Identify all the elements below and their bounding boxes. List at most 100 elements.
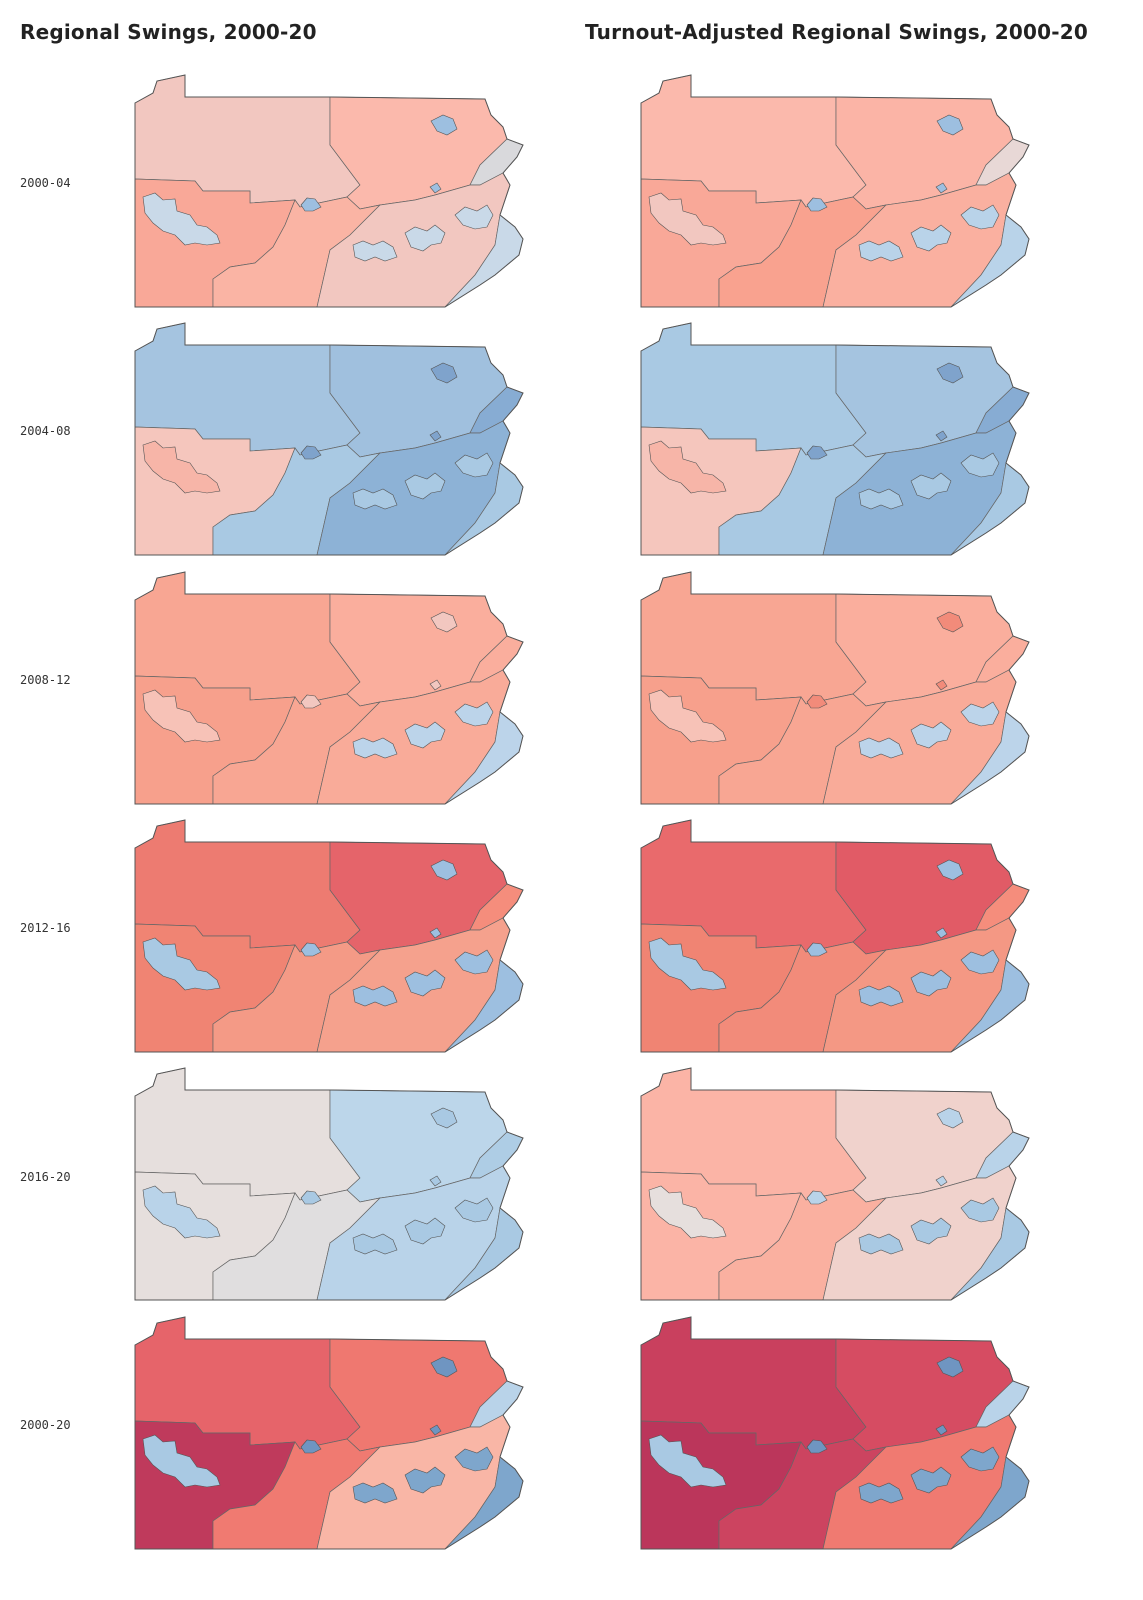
state-outline xyxy=(134,819,524,1053)
region-centre-city xyxy=(300,445,322,460)
region-town-blob-3 xyxy=(454,949,494,975)
region-town-blob-1 xyxy=(858,1233,904,1255)
state-outline xyxy=(640,322,1030,556)
region-town-blob-2 xyxy=(404,224,446,252)
region-town-blob-1 xyxy=(352,240,398,262)
map-right-2004-08 xyxy=(640,322,1030,556)
state-outline xyxy=(134,1316,524,1550)
region-town-blob-1 xyxy=(858,985,904,1007)
region-pittsburgh xyxy=(648,440,727,494)
region-town-blob-3 xyxy=(960,701,1000,727)
region-town-blob-2 xyxy=(910,969,952,997)
region-town-blob-3 xyxy=(960,949,1000,975)
region-pittsburgh xyxy=(648,192,727,246)
region-pittsburgh xyxy=(142,689,221,743)
region-town-blob-5 xyxy=(429,1175,442,1187)
region-town-blob-3 xyxy=(454,701,494,727)
region-town-blob-2 xyxy=(404,472,446,500)
region-centre-city xyxy=(300,942,322,957)
region-town-blob-1 xyxy=(352,737,398,759)
row-label-3: 2008-12 xyxy=(20,673,71,687)
row-label-1: 2000-04 xyxy=(20,176,71,190)
region-pittsburgh xyxy=(142,440,221,494)
region-centre-city xyxy=(806,942,828,957)
region-town-blob-1 xyxy=(352,488,398,510)
region-town-blob-2 xyxy=(910,224,952,252)
map-right-2016-20 xyxy=(640,1067,1030,1301)
map-left-2008-12 xyxy=(134,571,524,805)
state-outline xyxy=(640,1316,1030,1550)
region-centre-city xyxy=(300,1190,322,1205)
map-right-2008-12 xyxy=(640,571,1030,805)
region-town-blob-5 xyxy=(429,927,442,939)
map-left-2000-20 xyxy=(134,1316,524,1550)
map-right-2012-16 xyxy=(640,819,1030,1053)
region-town-blob-1 xyxy=(858,488,904,510)
region-town-blob-3 xyxy=(960,204,1000,230)
right-column-title: Turnout-Adjusted Regional Swings, 2000-2… xyxy=(585,20,1089,44)
region-town-blob-5 xyxy=(429,679,442,691)
region-town-blob-4 xyxy=(936,1356,964,1378)
region-town-blob-3 xyxy=(454,204,494,230)
map-left-2004-08 xyxy=(134,322,524,556)
region-town-blob-1 xyxy=(858,1482,904,1504)
region-town-blob-5 xyxy=(935,182,948,194)
region-town-blob-4 xyxy=(430,362,458,384)
region-town-blob-1 xyxy=(352,1233,398,1255)
region-town-blob-4 xyxy=(430,611,458,633)
state-outline xyxy=(640,571,1030,805)
region-town-blob-5 xyxy=(935,1424,948,1436)
region-town-blob-1 xyxy=(858,737,904,759)
region-town-blob-4 xyxy=(936,859,964,881)
region-town-blob-2 xyxy=(404,969,446,997)
region-pittsburgh xyxy=(648,1434,727,1488)
map-left-2016-20 xyxy=(134,1067,524,1301)
row-label-2: 2004-08 xyxy=(20,424,71,438)
region-centre-city xyxy=(806,1439,828,1454)
region-town-blob-5 xyxy=(935,1175,948,1187)
region-centre-city xyxy=(300,1439,322,1454)
left-column-title: Regional Swings, 2000-20 xyxy=(20,20,317,44)
region-pittsburgh xyxy=(648,1185,727,1239)
state-outline xyxy=(134,322,524,556)
region-town-blob-3 xyxy=(960,1446,1000,1472)
row-label-4: 2012-16 xyxy=(20,921,71,935)
region-town-blob-3 xyxy=(454,1197,494,1223)
region-town-blob-4 xyxy=(936,611,964,633)
region-pittsburgh xyxy=(648,689,727,743)
region-town-blob-2 xyxy=(404,1217,446,1245)
map-right-2000-04 xyxy=(640,74,1030,308)
map-right-2000-20 xyxy=(640,1316,1030,1550)
region-town-blob-5 xyxy=(429,430,442,442)
row-label-5: 2016-20 xyxy=(20,1170,71,1184)
region-town-blob-2 xyxy=(910,1466,952,1494)
region-town-blob-4 xyxy=(430,114,458,136)
region-town-blob-2 xyxy=(910,1217,952,1245)
region-centre-city xyxy=(806,1190,828,1205)
region-town-blob-3 xyxy=(454,452,494,478)
region-town-blob-4 xyxy=(430,1356,458,1378)
state-outline xyxy=(640,819,1030,1053)
region-pittsburgh xyxy=(142,192,221,246)
state-outline xyxy=(640,74,1030,308)
region-centre-city xyxy=(300,694,322,709)
region-town-blob-2 xyxy=(404,1466,446,1494)
region-pittsburgh xyxy=(648,937,727,991)
map-left-2012-16 xyxy=(134,819,524,1053)
region-town-blob-3 xyxy=(960,1197,1000,1223)
region-pittsburgh xyxy=(142,937,221,991)
region-town-blob-5 xyxy=(935,430,948,442)
state-outline xyxy=(134,571,524,805)
region-town-blob-2 xyxy=(910,721,952,749)
region-town-blob-5 xyxy=(429,182,442,194)
state-outline xyxy=(134,74,524,308)
state-outline xyxy=(640,1067,1030,1301)
region-town-blob-1 xyxy=(352,985,398,1007)
region-town-blob-4 xyxy=(936,362,964,384)
region-town-blob-3 xyxy=(960,452,1000,478)
region-town-blob-5 xyxy=(429,1424,442,1436)
region-town-blob-2 xyxy=(910,472,952,500)
region-town-blob-1 xyxy=(352,1482,398,1504)
region-town-blob-4 xyxy=(936,114,964,136)
region-centre-city xyxy=(806,197,828,212)
